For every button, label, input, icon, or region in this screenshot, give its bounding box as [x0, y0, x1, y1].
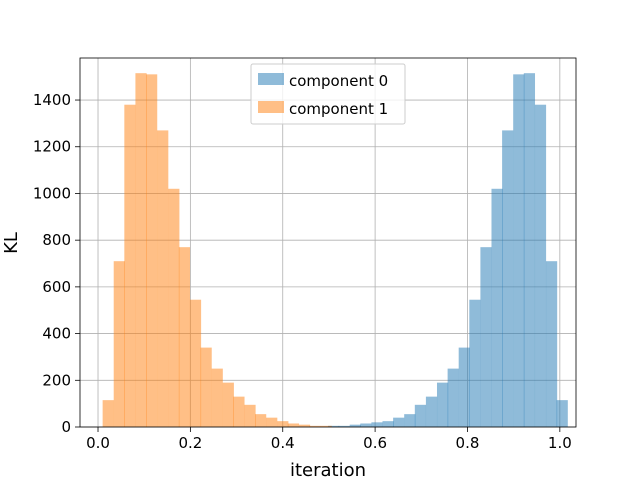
histogram-bar: [266, 417, 278, 427]
histogram-bar: [189, 299, 202, 427]
y-tick-label: 400: [42, 325, 71, 343]
y-tick-label: 1400: [33, 91, 71, 109]
histogram-bar: [157, 130, 169, 427]
histogram-bar: [124, 104, 136, 427]
histogram-bar: [556, 400, 568, 427]
histogram-bar: [491, 188, 503, 427]
legend-label-component-1: component 1: [289, 100, 388, 118]
histogram-bar: [480, 247, 492, 427]
series-component-0: [328, 73, 568, 428]
histogram-bar: [287, 423, 300, 427]
legend-box: [250, 63, 406, 125]
histogram-bar: [349, 424, 361, 427]
histogram-bar: [469, 299, 481, 427]
y-tick-label: 200: [42, 371, 71, 389]
y-tick-label: 0: [61, 418, 71, 436]
y-tick-label: 800: [42, 231, 71, 249]
histogram-bar: [404, 414, 416, 427]
x-tick-label: 0.2: [178, 434, 202, 452]
x-tick-label: 1.0: [548, 434, 572, 452]
histogram-bar: [447, 368, 459, 427]
y-axis-label: KL: [1, 232, 22, 254]
histogram-bar: [545, 261, 558, 427]
y-tick-label: 600: [42, 278, 71, 296]
legend-label-component-0: component 0: [289, 72, 388, 90]
histogram-bar: [102, 400, 114, 427]
legend-swatch-component-0: [258, 73, 284, 85]
histogram-bar: [320, 425, 332, 427]
histogram-bar: [328, 425, 340, 427]
y-axis-ticks: 0 200 400 600 800 1000 1200 1400: [33, 91, 80, 436]
histogram-bar: [534, 104, 547, 427]
histogram-bar: [298, 424, 311, 427]
histogram-bar: [244, 404, 256, 427]
histogram-bar: [309, 425, 321, 427]
x-tick-label: 0.6: [363, 434, 387, 452]
histogram-bar: [523, 73, 536, 427]
x-tick-label: 0.4: [271, 434, 295, 452]
histogram-bar: [200, 347, 212, 427]
plot-frame: [79, 57, 577, 428]
histogram-bar: [338, 425, 350, 427]
histogram-bar: [168, 188, 180, 427]
histogram-bar: [146, 74, 158, 428]
histogram-bar: [222, 382, 234, 427]
histogram-bar: [458, 347, 470, 427]
legend-swatch-component-1: [258, 101, 284, 113]
histogram-bar: [382, 421, 394, 427]
histogram-bar: [371, 422, 383, 427]
histogram-bar: [233, 396, 245, 427]
x-tick-label: 0.8: [456, 434, 480, 452]
legend: component 0 component 1: [250, 63, 406, 125]
series-component-1: [102, 73, 332, 428]
histogram-bar: [513, 74, 525, 428]
histogram-bar: [178, 247, 191, 427]
bars-layer: [102, 73, 568, 428]
y-tick-label: 1000: [33, 184, 71, 202]
histogram-bar: [502, 130, 514, 427]
histogram-bar: [135, 73, 147, 427]
histogram-bar: [255, 414, 267, 427]
y-tick-label: 1200: [33, 138, 71, 156]
x-axis-label: iteration: [290, 460, 366, 480]
histogram-bar: [393, 417, 405, 427]
histogram-bar: [425, 396, 438, 427]
histogram-bar: [360, 423, 372, 427]
histogram-bar: [436, 382, 449, 427]
x-axis-ticks: 0.0 0.2 0.4 0.6 0.8 1.0: [86, 427, 572, 452]
histogram-bar: [113, 261, 125, 427]
histogram-bar: [211, 368, 223, 427]
histogram-bar: [414, 404, 427, 427]
histogram-bar: [277, 421, 289, 427]
x-tick-label: 0.0: [86, 434, 110, 452]
